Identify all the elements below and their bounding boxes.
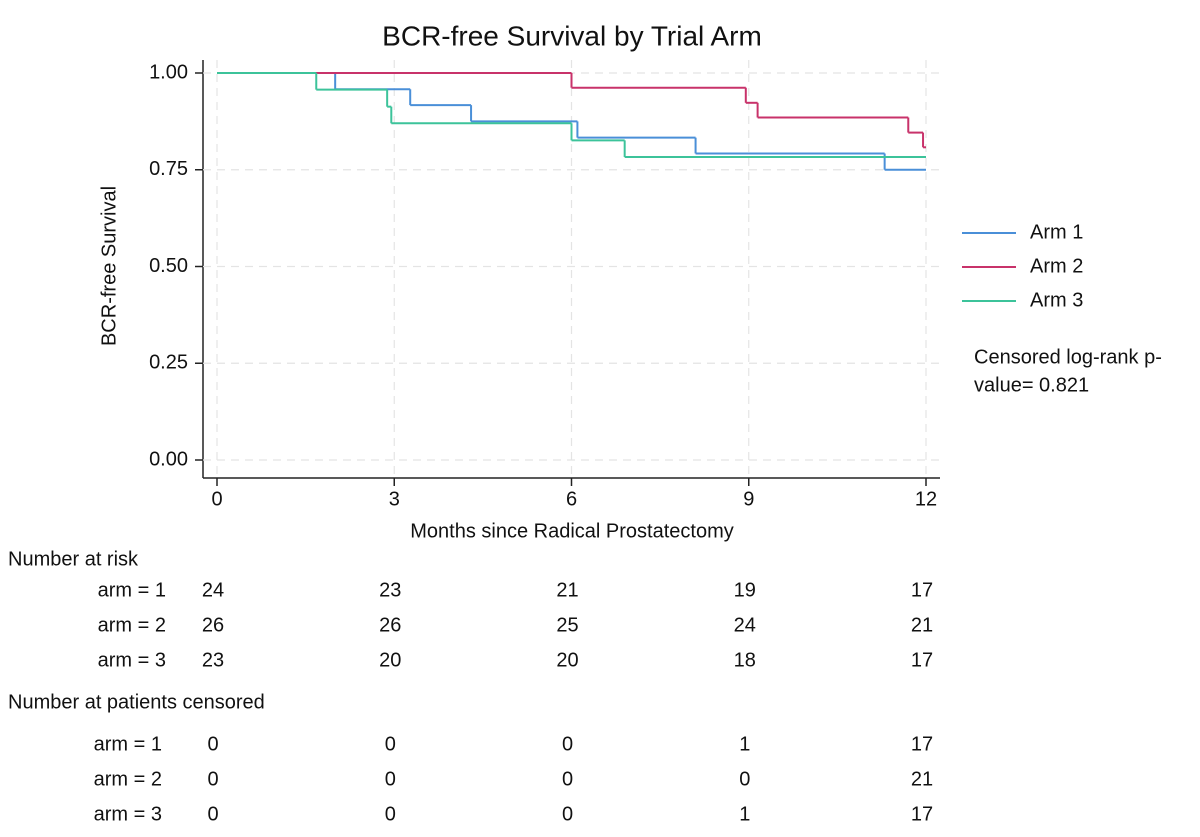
table-value: 0 bbox=[562, 803, 573, 825]
x-axis-label: Months since Radical Prostatectomy bbox=[410, 520, 733, 542]
table-value: 0 bbox=[562, 768, 573, 790]
x-tick-label: 9 bbox=[743, 488, 754, 510]
legend-label: Arm 1 bbox=[1030, 221, 1083, 243]
table-value: 0 bbox=[385, 803, 396, 825]
table-value: 24 bbox=[734, 614, 756, 636]
y-tick-label: 1.00 bbox=[149, 61, 188, 83]
row-label: arm = 1 bbox=[94, 733, 162, 755]
table-value: 0 bbox=[207, 803, 218, 825]
y-axis-label: BCR-free Survival bbox=[98, 186, 120, 346]
table-value: 19 bbox=[734, 579, 756, 601]
table-value: 17 bbox=[911, 803, 933, 825]
row-label: arm = 2 bbox=[94, 768, 162, 790]
row-label: arm = 3 bbox=[94, 803, 162, 825]
x-tick-label: 12 bbox=[915, 488, 937, 510]
table-value: 17 bbox=[911, 733, 933, 755]
table-value: 26 bbox=[202, 614, 224, 636]
table-title: Number at patients censored bbox=[8, 691, 265, 713]
table-value: 17 bbox=[911, 579, 933, 601]
row-label: arm = 1 bbox=[98, 579, 166, 601]
table-value: 20 bbox=[556, 649, 578, 671]
table-value: 0 bbox=[207, 768, 218, 790]
annotation: Censored log-rank p- bbox=[974, 346, 1162, 368]
table-value: 23 bbox=[379, 579, 401, 601]
table-value: 21 bbox=[911, 768, 933, 790]
table-value: 23 bbox=[202, 649, 224, 671]
table-value: 25 bbox=[556, 614, 578, 636]
legend-label: Arm 2 bbox=[1030, 255, 1083, 277]
table-value: 0 bbox=[207, 733, 218, 755]
row-label: arm = 3 bbox=[98, 649, 166, 671]
table-value: 1 bbox=[739, 803, 750, 825]
chart-title: BCR-free Survival by Trial Arm bbox=[382, 20, 762, 51]
table-value: 20 bbox=[379, 649, 401, 671]
table-value: 0 bbox=[562, 733, 573, 755]
table-value: 26 bbox=[379, 614, 401, 636]
table-value: 0 bbox=[385, 768, 396, 790]
table-value: 17 bbox=[911, 649, 933, 671]
table-value: 24 bbox=[202, 579, 224, 601]
table-value: 1 bbox=[739, 733, 750, 755]
x-tick-label: 6 bbox=[566, 488, 577, 510]
x-tick-label: 0 bbox=[211, 488, 222, 510]
legend-label: Arm 3 bbox=[1030, 289, 1083, 311]
table-value: 0 bbox=[385, 733, 396, 755]
x-tick-label: 3 bbox=[389, 488, 400, 510]
row-label: arm = 2 bbox=[98, 614, 166, 636]
table-value: 21 bbox=[911, 614, 933, 636]
table-title: Number at risk bbox=[8, 548, 139, 570]
y-tick-label: 0.50 bbox=[149, 255, 188, 277]
table-value: 18 bbox=[734, 649, 756, 671]
table-value: 21 bbox=[556, 579, 578, 601]
table-value: 0 bbox=[739, 768, 750, 790]
y-tick-label: 0.75 bbox=[149, 158, 188, 180]
y-tick-label: 0.00 bbox=[149, 448, 188, 470]
y-tick-label: 0.25 bbox=[149, 352, 188, 374]
annotation: value= 0.821 bbox=[974, 374, 1089, 396]
